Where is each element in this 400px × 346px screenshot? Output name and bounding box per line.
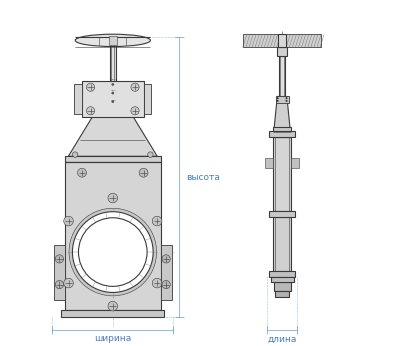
Bar bbox=[278, 34, 286, 47]
Bar bbox=[82, 81, 144, 117]
Ellipse shape bbox=[75, 34, 150, 46]
Text: высота: высота bbox=[186, 173, 220, 182]
Circle shape bbox=[152, 216, 162, 226]
Circle shape bbox=[139, 168, 148, 177]
Circle shape bbox=[55, 255, 64, 263]
Bar bbox=[276, 96, 288, 103]
Circle shape bbox=[108, 301, 118, 311]
Bar bbox=[108, 36, 117, 45]
Bar bbox=[277, 47, 287, 56]
Text: ширина: ширина bbox=[94, 335, 132, 344]
Circle shape bbox=[286, 97, 288, 99]
Bar bbox=[269, 131, 295, 137]
Bar bbox=[161, 245, 172, 300]
Bar bbox=[62, 310, 164, 317]
Bar bbox=[274, 282, 291, 291]
Polygon shape bbox=[286, 34, 322, 47]
Circle shape bbox=[72, 152, 78, 157]
Bar bbox=[273, 137, 292, 211]
Circle shape bbox=[162, 255, 170, 263]
Circle shape bbox=[55, 281, 64, 289]
Circle shape bbox=[86, 107, 95, 115]
Circle shape bbox=[108, 193, 118, 203]
Circle shape bbox=[152, 278, 162, 288]
Circle shape bbox=[112, 100, 114, 103]
Bar bbox=[265, 158, 273, 168]
Circle shape bbox=[277, 100, 279, 102]
Circle shape bbox=[64, 278, 73, 288]
Circle shape bbox=[69, 208, 156, 296]
Bar bbox=[273, 217, 292, 271]
Bar bbox=[110, 44, 116, 81]
Bar bbox=[279, 56, 285, 97]
Bar bbox=[54, 245, 65, 300]
Circle shape bbox=[286, 100, 288, 102]
Circle shape bbox=[131, 83, 139, 91]
Polygon shape bbox=[68, 117, 157, 156]
Bar bbox=[292, 158, 299, 168]
Circle shape bbox=[277, 97, 279, 99]
Bar bbox=[144, 84, 151, 113]
Bar bbox=[275, 291, 289, 297]
Circle shape bbox=[86, 83, 95, 91]
Circle shape bbox=[162, 281, 170, 289]
Circle shape bbox=[112, 83, 114, 86]
Circle shape bbox=[131, 107, 139, 115]
Circle shape bbox=[64, 216, 73, 226]
Bar bbox=[273, 127, 291, 137]
Circle shape bbox=[72, 212, 153, 292]
Bar bbox=[269, 271, 295, 277]
Circle shape bbox=[78, 168, 86, 177]
Circle shape bbox=[148, 152, 153, 157]
Bar bbox=[74, 84, 82, 113]
Bar bbox=[65, 163, 161, 310]
Bar bbox=[269, 211, 295, 217]
Text: длина: длина bbox=[267, 335, 297, 344]
Circle shape bbox=[112, 92, 114, 94]
Bar bbox=[271, 277, 294, 282]
Polygon shape bbox=[243, 34, 278, 47]
Polygon shape bbox=[274, 97, 290, 131]
Bar bbox=[65, 156, 161, 163]
